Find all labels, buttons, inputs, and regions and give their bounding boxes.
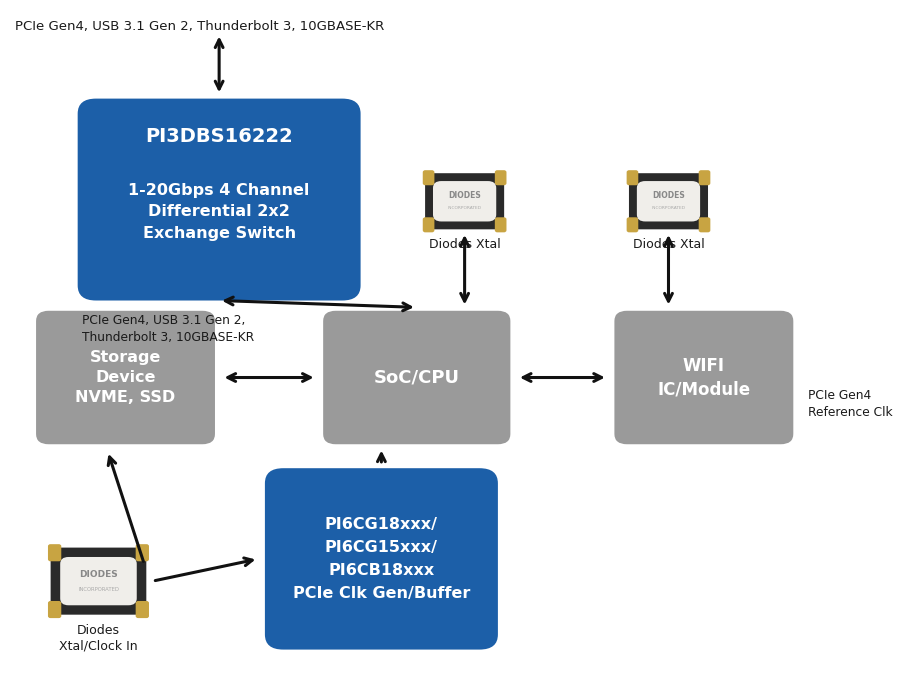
FancyBboxPatch shape: [323, 310, 510, 444]
FancyBboxPatch shape: [615, 310, 793, 444]
Text: Diodes Xtal: Diodes Xtal: [428, 237, 500, 250]
FancyBboxPatch shape: [629, 173, 708, 229]
FancyBboxPatch shape: [60, 557, 137, 605]
FancyBboxPatch shape: [626, 217, 638, 233]
FancyBboxPatch shape: [265, 469, 498, 649]
Text: PCIe Gen4
Reference Clk: PCIe Gen4 Reference Clk: [808, 389, 893, 420]
FancyBboxPatch shape: [637, 181, 700, 221]
Text: Diodes Xtal: Diodes Xtal: [633, 237, 705, 250]
Text: INCORPORATED: INCORPORATED: [652, 206, 686, 210]
Text: Storage
Device
NVME, SSD: Storage Device NVME, SSD: [76, 351, 176, 405]
Text: INCORPORATED: INCORPORATED: [447, 206, 482, 210]
FancyBboxPatch shape: [36, 310, 215, 444]
Text: PCIe Gen4, USB 3.1 Gen 2,
Thunderbolt 3, 10GBASE-KR: PCIe Gen4, USB 3.1 Gen 2, Thunderbolt 3,…: [82, 314, 254, 344]
Text: PI6CG18xxx/
PI6CG15xxx/
PI6CB18xxx
PCIe Clk Gen/Buffer: PI6CG18xxx/ PI6CG15xxx/ PI6CB18xxx PCIe …: [292, 518, 470, 600]
Text: 1-20Gbps 4 Channel
Differential 2x2
Exchange Switch: 1-20Gbps 4 Channel Differential 2x2 Exch…: [129, 183, 310, 241]
FancyBboxPatch shape: [425, 173, 504, 229]
Text: DIODES: DIODES: [652, 191, 685, 200]
FancyBboxPatch shape: [77, 99, 361, 301]
FancyBboxPatch shape: [698, 217, 710, 233]
Text: Diodes
Xtal/Clock In: Diodes Xtal/Clock In: [59, 624, 138, 652]
FancyBboxPatch shape: [698, 170, 710, 185]
FancyBboxPatch shape: [136, 544, 149, 561]
FancyBboxPatch shape: [626, 170, 638, 185]
FancyBboxPatch shape: [48, 601, 61, 618]
FancyBboxPatch shape: [50, 548, 147, 615]
Text: PI3DBS16222: PI3DBS16222: [145, 127, 293, 146]
FancyBboxPatch shape: [495, 217, 507, 233]
Text: INCORPORATED: INCORPORATED: [78, 587, 119, 592]
Text: DIODES: DIODES: [79, 570, 118, 579]
FancyBboxPatch shape: [495, 170, 507, 185]
FancyBboxPatch shape: [136, 601, 149, 618]
Text: WIFI
IC/Module: WIFI IC/Module: [657, 357, 751, 398]
Text: DIODES: DIODES: [448, 191, 481, 200]
FancyBboxPatch shape: [423, 170, 435, 185]
Text: SoC/CPU: SoC/CPU: [374, 368, 460, 386]
FancyBboxPatch shape: [48, 544, 61, 561]
FancyBboxPatch shape: [433, 181, 496, 221]
FancyBboxPatch shape: [423, 217, 435, 233]
Text: PCIe Gen4, USB 3.1 Gen 2, Thunderbolt 3, 10GBASE-KR: PCIe Gen4, USB 3.1 Gen 2, Thunderbolt 3,…: [15, 20, 384, 33]
